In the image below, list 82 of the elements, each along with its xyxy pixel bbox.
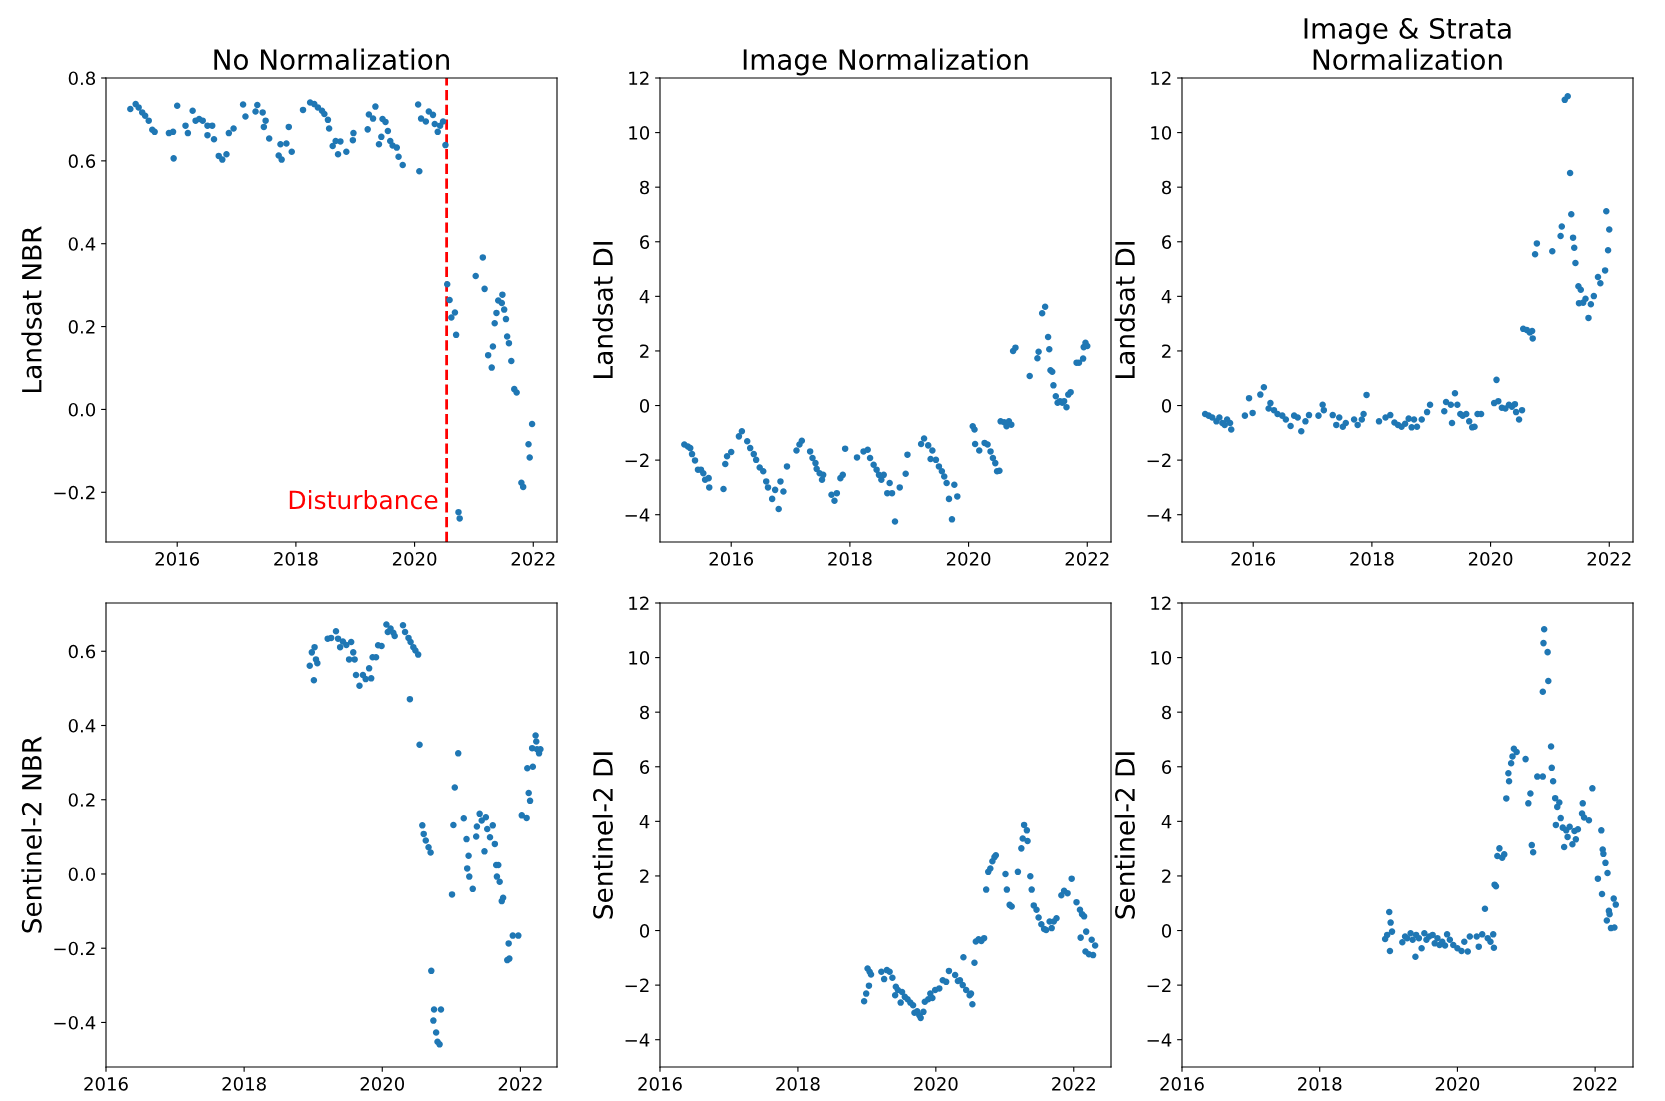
y-tick-label: 4 [639, 290, 650, 304]
y-tick-label: 6 [640, 235, 650, 249]
y-axis-title: Sentinel-2 NBR [21, 736, 42, 933]
y-tick-label: −2 [1147, 978, 1171, 992]
y-tick-label: 0 [639, 923, 650, 938]
y-tick-label: 0.2 [68, 320, 95, 334]
chart-title: Image & Strata Normalization [1304, 17, 1511, 71]
x-tick-label: 2018 [1350, 552, 1394, 566]
y-tick-label: 0 [1161, 398, 1172, 413]
y-tick-label: 2 [1162, 344, 1171, 358]
y-tick-label: 0.0 [68, 402, 96, 417]
x-tick-label: 2018 [776, 1077, 820, 1091]
y-tick-label: 6 [1162, 235, 1172, 249]
y-tick-label: −0.2 [54, 941, 95, 956]
y-tick-label: 0.0 [68, 867, 96, 882]
y-axis-title: Landsat DI [1114, 242, 1135, 378]
y-tick-label: 2 [640, 869, 649, 883]
y-tick-label: 10 [629, 126, 650, 140]
y-tick-label: 12 [1151, 596, 1171, 610]
x-tick-label: 2016 [638, 1077, 682, 1091]
x-tick-label: 2022 [498, 1077, 542, 1091]
y-tick-label: 12 [1151, 71, 1171, 85]
chart-title: Image Normalization [743, 48, 1028, 76]
y-tick-label: 2 [1162, 869, 1171, 883]
x-tick-label: 2018 [222, 1077, 266, 1091]
y-axis-title: Sentinel-2 DI [592, 752, 613, 919]
y-tick-label: 4 [1161, 815, 1172, 829]
x-tick-label: 2016 [709, 552, 754, 566]
y-tick-label: 10 [1151, 651, 1172, 665]
ref-line-label: Disturbance [289, 489, 438, 510]
x-tick-label: 2020 [1435, 1077, 1480, 1091]
y-tick-label: −2 [1147, 453, 1171, 467]
y-tick-label: 10 [629, 651, 650, 665]
y-tick-label: 4 [1161, 290, 1172, 304]
y-tick-label: 8 [1162, 705, 1172, 720]
x-tick-label: 2016 [155, 552, 200, 566]
y-tick-label: −4 [625, 1033, 650, 1047]
x-tick-label: 2018 [828, 552, 872, 566]
y-axis-title: Landsat DI [592, 242, 613, 378]
x-tick-label: 2022 [1065, 552, 1109, 566]
x-tick-label: 2020 [946, 552, 991, 566]
x-tick-label: 2020 [914, 1077, 958, 1091]
x-tick-label: 2018 [1298, 1077, 1342, 1091]
y-tick-label: 0.4 [68, 718, 96, 733]
x-tick-label: 2016 [84, 1077, 128, 1091]
y-tick-label: 10 [1151, 126, 1172, 140]
y-tick-label: 0.6 [68, 644, 96, 659]
y-tick-label: −4 [1147, 1033, 1172, 1047]
y-tick-label: 2 [640, 344, 649, 358]
y-tick-label: 0.4 [68, 237, 96, 251]
y-tick-label: −4 [625, 508, 650, 522]
y-axis-title: Sentinel-2 DI [1114, 752, 1135, 919]
x-tick-label: 2022 [511, 552, 555, 566]
y-tick-label: 4 [639, 815, 650, 829]
y-tick-label: 0.2 [68, 793, 95, 807]
x-tick-label: 2022 [1587, 552, 1631, 566]
x-tick-label: 2016 [1160, 1077, 1204, 1091]
x-tick-label: 2022 [1052, 1077, 1095, 1091]
y-tick-label: −2 [625, 453, 649, 467]
y-tick-label: 0.8 [68, 71, 96, 86]
x-tick-label: 2016 [1231, 552, 1276, 566]
y-tick-label: −0.4 [54, 1015, 96, 1030]
y-tick-label: 6 [1162, 760, 1172, 774]
x-tick-label: 2020 [1468, 552, 1513, 566]
y-tick-label: −4 [1147, 508, 1172, 522]
y-tick-label: −2 [625, 978, 649, 992]
y-tick-label: 8 [1162, 180, 1172, 195]
x-tick-label: 2018 [274, 552, 318, 566]
y-tick-label: 12 [629, 71, 649, 85]
y-tick-label: 0 [1161, 923, 1172, 938]
y-tick-label: 8 [640, 705, 650, 720]
y-tick-label: 12 [629, 596, 649, 610]
y-tick-label: −0.2 [54, 485, 95, 500]
x-tick-label: 2020 [392, 552, 437, 566]
y-tick-label: 8 [640, 180, 650, 195]
y-axis-title: Landsat NBR [21, 226, 42, 392]
y-tick-label: 0.6 [68, 154, 96, 168]
chart-title: No Normalization [214, 48, 449, 71]
x-tick-label: 2022 [1573, 1077, 1617, 1091]
y-tick-label: 6 [640, 760, 650, 774]
x-tick-label: 2020 [360, 1077, 405, 1091]
y-tick-label: 0 [639, 398, 650, 413]
